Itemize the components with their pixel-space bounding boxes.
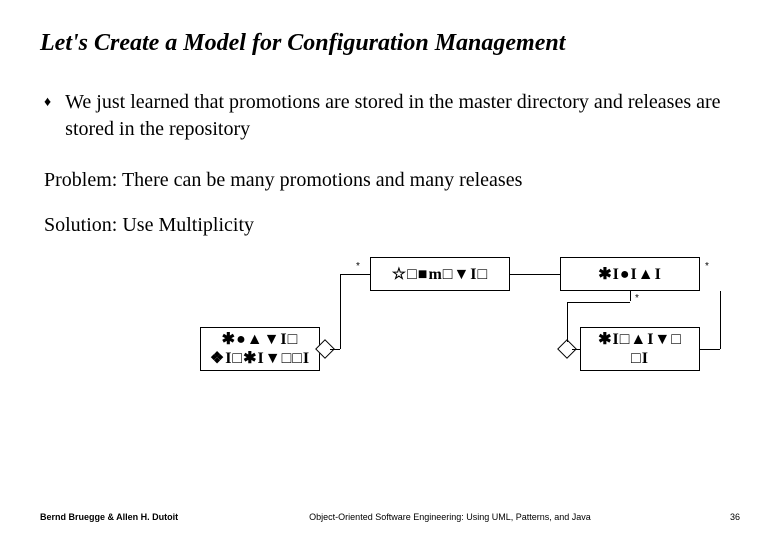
- footer-book-title: Object-Oriented Software Engineering: Us…: [220, 512, 680, 522]
- problem-text: Problem: There can be many promotions an…: [40, 167, 740, 194]
- uml-label-line1: ✱●▲▼I□: [222, 330, 299, 349]
- connector: [330, 349, 340, 350]
- uml-class-promotion: ☆□■m□▼I□: [370, 257, 510, 291]
- connector: [567, 302, 630, 303]
- connector: [510, 274, 560, 275]
- connector: [567, 302, 568, 342]
- footer-page-number: 36: [680, 512, 740, 522]
- solution-text: Solution: Use Multiplicity: [40, 212, 740, 239]
- diamond-bullet-icon: ♦: [44, 95, 51, 111]
- multiplicity-star: *: [635, 293, 639, 304]
- connector: [572, 349, 580, 350]
- connector: [340, 274, 370, 275]
- uml-class-master-directory: ✱●▲▼I□ ❖I□✱I▼□□I: [200, 327, 320, 371]
- connector: [340, 274, 341, 349]
- multiplicity-star: *: [356, 261, 360, 272]
- connector: [720, 291, 721, 349]
- multiplicity-star: *: [705, 261, 709, 272]
- bullet-item: ♦ We just learned that promotions are st…: [40, 89, 740, 143]
- uml-label: ☆□■m□▼I□: [392, 264, 488, 284]
- slide-title: Let's Create a Model for Configuration M…: [40, 30, 740, 57]
- uml-class-release: ✱I●I▲I: [560, 257, 700, 291]
- connector: [630, 291, 631, 301]
- uml-label-line1: ✱I□▲I▼□: [598, 330, 682, 349]
- uml-label: ✱I●I▲I: [598, 264, 662, 284]
- uml-class-repository: ✱I□▲I▼□ □I: [580, 327, 700, 371]
- footer-authors: Bernd Bruegge & Allen H. Dutoit: [40, 512, 220, 522]
- bullet-text: We just learned that promotions are stor…: [65, 89, 740, 143]
- uml-diagram: ☆□■m□▼I□ ✱I●I▲I ✱●▲▼I□ ❖I□✱I▼□□I ✱I□▲I▼□…: [40, 257, 740, 417]
- slide-footer: Bernd Bruegge & Allen H. Dutoit Object-O…: [0, 512, 780, 522]
- connector: [700, 349, 720, 350]
- uml-label-line2: □I: [631, 349, 649, 368]
- uml-label-line2: ❖I□✱I▼□□I: [210, 349, 310, 368]
